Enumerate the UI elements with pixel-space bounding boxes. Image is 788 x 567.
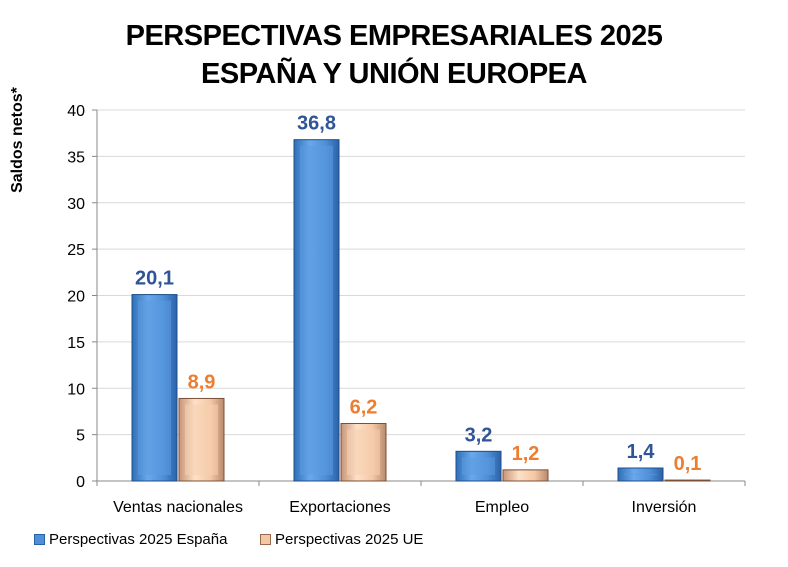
bar-bevel	[300, 145, 333, 475]
bar-bevel	[462, 457, 495, 475]
chart-title-line-2: ESPAÑA Y UNIÓN EUROPEA	[201, 58, 587, 90]
bar-ue	[664, 479, 711, 482]
x-tick-label: Ventas nacionales	[113, 499, 243, 516]
x-tick-label: Empleo	[475, 499, 529, 516]
y-tick-label: 35	[67, 149, 85, 166]
chart-title-line-1: PERSPECTIVAS EMPRESARIALES 2025	[125, 20, 663, 52]
data-label: 20,1	[135, 268, 174, 290]
x-tick-label: Exportaciones	[289, 499, 390, 516]
y-tick-label: 0	[76, 474, 85, 491]
bar-bevel	[138, 300, 171, 475]
legend-swatch-ue	[260, 534, 271, 545]
y-tick-label: 5	[76, 428, 85, 445]
y-tick-label: 40	[67, 103, 85, 120]
bar-bevel	[624, 474, 657, 475]
data-label: 0,1	[674, 453, 702, 475]
data-label: 36,8	[297, 113, 336, 135]
bar-ue	[502, 469, 549, 482]
data-label: 1,2	[512, 443, 540, 465]
data-label: 1,4	[627, 441, 656, 463]
legend-swatch-spain	[34, 534, 45, 545]
legend-label-ue: Perspectivas 2025 UE	[275, 531, 424, 548]
data-label: 6,2	[350, 396, 378, 418]
y-tick-label: 10	[67, 381, 85, 398]
x-tick-label: Inversión	[632, 499, 697, 516]
bar-bevel	[347, 429, 380, 475]
y-tick-label: 15	[67, 335, 85, 352]
y-tick-label: 25	[67, 242, 85, 259]
legend-item-spain: Perspectivas 2025 España	[34, 531, 227, 548]
y-tick-label: 20	[67, 289, 85, 306]
data-label: 3,2	[465, 424, 493, 446]
legend-item-ue: Perspectivas 2025 UE	[260, 531, 423, 548]
y-tick-label: 30	[67, 196, 85, 213]
legend-label-spain: Perspectivas 2025 España	[49, 531, 228, 548]
bar-bevel	[185, 404, 218, 475]
data-label: 8,9	[188, 371, 216, 393]
